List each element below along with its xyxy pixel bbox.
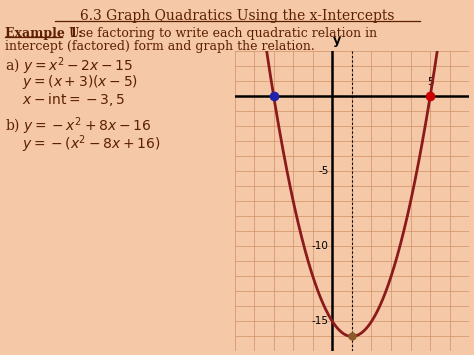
Text: $x - \mathrm{int} = -3, 5$: $x - \mathrm{int} = -3, 5$ <box>22 91 125 108</box>
Text: a) $y = x^2 - 2x - 15$: a) $y = x^2 - 2x - 15$ <box>5 55 133 77</box>
Text: 6.3 Graph Quadratics Using the x-Intercepts: 6.3 Graph Quadratics Using the x-Interce… <box>80 9 394 23</box>
Text: V(1,-16): V(1,-16) <box>270 167 318 180</box>
Text: -10: -10 <box>311 241 328 251</box>
Text: b) $y = -x^2 + 8x - 16$: b) $y = -x^2 + 8x - 16$ <box>5 115 151 137</box>
Text: y: y <box>333 34 341 47</box>
Text: $y = (x+3)(x-5)$: $y = (x+3)(x-5)$ <box>22 73 138 91</box>
Text: Symmetry:: Symmetry: <box>270 119 335 132</box>
Text: $y = -16$: $y = -16$ <box>270 155 322 171</box>
Text: Axis of: Axis of <box>270 107 310 120</box>
Text: $y = 1^2 - 2(1) - 15$: $y = 1^2 - 2(1) - 15$ <box>270 143 374 163</box>
Text: Example 1:: Example 1: <box>5 27 82 40</box>
Text: $x = 1$: $x = 1$ <box>270 131 300 144</box>
Text: intercept (factored) form and graph the relation.: intercept (factored) form and graph the … <box>5 40 315 53</box>
Text: -15: -15 <box>311 316 328 327</box>
Text: -5: -5 <box>318 166 328 176</box>
Text: Use factoring to write each quadratic relation in: Use factoring to write each quadratic re… <box>65 27 377 40</box>
Text: $y = -(x^2 - 8x + 16)$: $y = -(x^2 - 8x + 16)$ <box>22 133 160 154</box>
Text: 5: 5 <box>427 77 433 87</box>
